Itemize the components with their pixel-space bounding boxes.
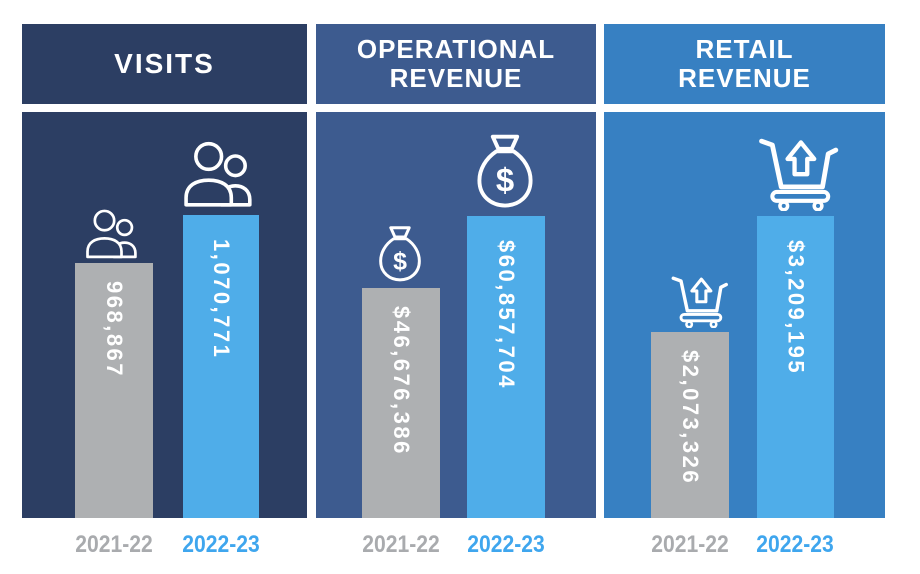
panel-retail-revenue-title: RETAIL REVENUE — [678, 33, 811, 93]
bar-value-label: $60,857,704 — [494, 240, 519, 390]
money-bag-icon: $ — [376, 225, 424, 284]
year-label-2022-23: 2022-23 — [467, 531, 545, 558]
panel-visits: VISITS 968,867 — [22, 24, 307, 562]
bar-operational-2022-23: $60,857,704 — [467, 216, 545, 518]
year-row: 2021-22 2022-23 — [604, 518, 885, 562]
year-row: 2021-22 2022-23 — [316, 518, 596, 562]
panel-visits-title: VISITS — [114, 48, 215, 79]
panel-retail-revenue-body: $2,073,326 $3,209,195 — [604, 112, 885, 518]
bar-retail-2022-23: $3,209,195 — [757, 216, 834, 518]
bar-value-label: $46,676,386 — [389, 306, 414, 456]
bar-value-label: 1,070,771 — [209, 239, 234, 360]
year-label-2021-22: 2021-22 — [75, 531, 153, 558]
panel-retail-revenue: RETAIL REVENUE — [604, 24, 885, 562]
year-label-2021-22: 2021-22 — [651, 531, 729, 558]
people-icon — [183, 141, 257, 209]
year-label-2021-22: 2021-22 — [362, 531, 440, 558]
panel-operational-revenue-title: OPERATIONAL REVENUE — [356, 33, 556, 93]
people-icon — [85, 209, 141, 260]
bar-retail-2021-22: $2,073,326 — [651, 332, 729, 518]
cart-up-icon — [755, 131, 843, 211]
dollar-sign: $ — [393, 247, 407, 275]
panel-visits-header: VISITS — [22, 24, 307, 104]
bar-value-label: $3,209,195 — [783, 240, 809, 376]
year-label-2022-23: 2022-23 — [756, 531, 834, 558]
year-label-2022-23: 2022-23 — [182, 531, 260, 558]
panel-operational-revenue-header: OPERATIONAL REVENUE — [316, 24, 596, 104]
panel-retail-revenue-header: RETAIL REVENUE — [604, 24, 885, 104]
bar-value-label: $2,073,326 — [678, 350, 703, 486]
money-bag-icon: $ — [473, 133, 537, 211]
year-row: 2021-22 2022-23 — [22, 518, 307, 562]
panel-visits-body: 968,867 1,070,771 — [22, 112, 307, 518]
cart-up-icon — [669, 271, 731, 328]
panel-operational-revenue: OPERATIONAL REVENUE $ $ $46,676,386 — [316, 24, 596, 562]
bar-visits-2021-22: 968,867 — [75, 263, 153, 518]
bar-operational-2021-22: $46,676,386 — [362, 288, 440, 518]
bar-visits-2022-23: 1,070,771 — [183, 215, 259, 518]
panel-operational-revenue-body: $ $ $46,676,386 $60,857,704 — [316, 112, 596, 518]
bar-value-label: 968,867 — [102, 281, 127, 379]
dollar-sign: $ — [496, 162, 514, 199]
